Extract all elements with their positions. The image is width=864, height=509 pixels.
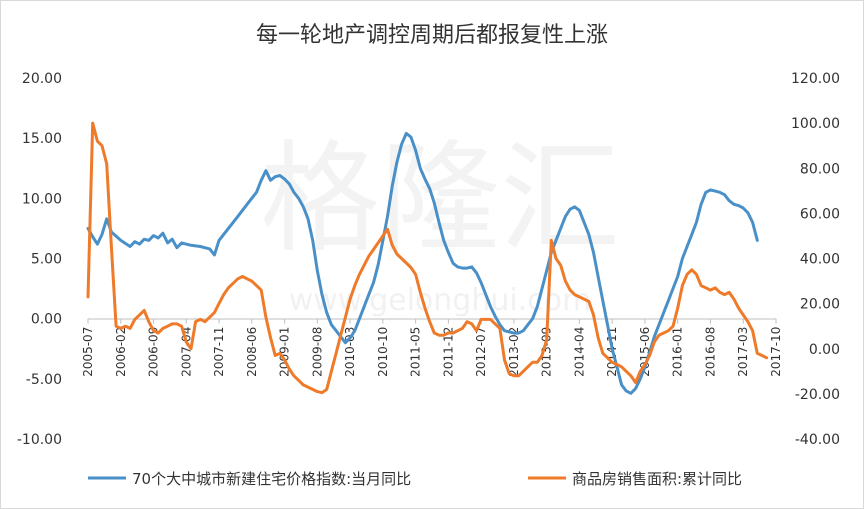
x-tick-label: 2009-08 bbox=[310, 327, 324, 377]
x-tick-label: 2016-01 bbox=[671, 327, 685, 377]
legend-label-price: 70个大中城市新建住宅价格指数:当月同比 bbox=[132, 470, 411, 488]
left-axis: 20.00 15.00 10.00 5.00 0.00 -5.00 -10.00 bbox=[17, 71, 62, 448]
x-tick-label: 2013-09 bbox=[540, 327, 554, 377]
left-tick-label: 15.00 bbox=[22, 131, 62, 147]
x-tick-label: 2006-09 bbox=[147, 327, 161, 377]
x-tick-label: 2017-10 bbox=[769, 327, 783, 377]
x-tick-label: 2005-07 bbox=[81, 327, 95, 377]
right-tick-label: 120.00 bbox=[791, 71, 840, 87]
left-tick-label: 0.00 bbox=[31, 312, 62, 328]
left-tick-label: -5.00 bbox=[26, 372, 62, 388]
x-tick-label: 2006-02 bbox=[114, 327, 128, 377]
x-tick-label: 2012-07 bbox=[474, 327, 488, 377]
left-tick-label: 5.00 bbox=[31, 252, 62, 268]
x-tick-label: 2007-11 bbox=[212, 327, 226, 377]
chart-title: 每一轮地产调控周期后都报复性上涨 bbox=[256, 23, 608, 48]
left-tick-label: -10.00 bbox=[17, 432, 62, 448]
x-axis: 2005-07 2006-02 2006-09 2007-04 2007-11 2008-… bbox=[81, 318, 783, 377]
x-tick-label: 2010-10 bbox=[376, 327, 390, 377]
left-tick-label: 20.00 bbox=[22, 71, 62, 87]
right-tick-label: 100.00 bbox=[791, 116, 840, 132]
left-tick-label: 10.00 bbox=[22, 191, 62, 207]
x-tick-label: 2015-06 bbox=[638, 327, 652, 377]
x-tick-label: 2011-12 bbox=[441, 327, 455, 377]
x-tick-label: 2010-03 bbox=[343, 327, 357, 377]
series-layer bbox=[86, 121, 769, 395]
series-line-sales-area bbox=[86, 121, 769, 395]
x-tick-label: 2016-08 bbox=[703, 327, 717, 377]
legend: 70个大中城市新建住宅价格指数:当月同比 商品房销售面积:累计同比 bbox=[88, 470, 742, 488]
right-tick-label: 0.00 bbox=[809, 342, 840, 358]
x-tick-label: 2008-06 bbox=[245, 327, 259, 377]
x-tick-label: 2011-05 bbox=[409, 327, 423, 377]
watermark-url: www.gelonghui.com bbox=[289, 283, 592, 318]
watermark: 格隆汇 www.gelonghui.com bbox=[260, 130, 620, 318]
watermark-main: 格隆汇 bbox=[260, 130, 620, 269]
x-tick-label: 2014-04 bbox=[572, 327, 586, 377]
series-line-price-index bbox=[86, 131, 759, 395]
legend-label-sales: 商品房销售面积:累计同比 bbox=[572, 470, 742, 488]
x-tick-label: 2007-04 bbox=[179, 327, 193, 377]
right-tick-label: 60.00 bbox=[800, 206, 840, 222]
right-tick-label: -40.00 bbox=[795, 432, 840, 448]
x-tick-label: 2017-03 bbox=[736, 327, 750, 377]
right-tick-label: 40.00 bbox=[800, 252, 840, 268]
right-tick-label: 80.00 bbox=[800, 161, 840, 177]
x-tick-label: 2013-02 bbox=[507, 327, 521, 377]
right-axis: 120.00 100.00 80.00 60.00 40.00 20.00 0.00 -20.… bbox=[791, 71, 840, 448]
right-tick-label: -20.00 bbox=[795, 387, 840, 403]
right-tick-label: 20.00 bbox=[800, 297, 840, 313]
